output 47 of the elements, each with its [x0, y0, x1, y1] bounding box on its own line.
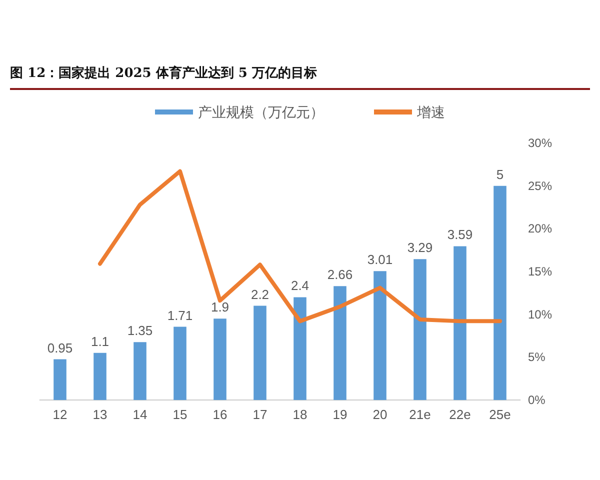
data-label: 0.95 [47, 340, 73, 356]
legend-label: 产业规模（万亿元） [198, 104, 324, 120]
x-tick-label: 22e [449, 407, 471, 422]
bar [454, 246, 466, 400]
data-label: 1.1 [90, 334, 110, 349]
bar [214, 318, 226, 400]
x-tick-label: 19 [332, 407, 348, 422]
y2-tick-label: 0% [528, 393, 546, 407]
x-tick-label: 21e [409, 407, 431, 422]
y2-tick-label: 25% [528, 178, 552, 193]
x-tick-label: 13 [92, 407, 108, 422]
bar [54, 359, 66, 400]
legend-label: 增速 [416, 104, 445, 120]
bar [374, 271, 386, 400]
bar [414, 259, 426, 400]
data-label: 1.71 [167, 308, 193, 323]
data-label: 2.66 [327, 267, 353, 282]
bar [94, 352, 106, 400]
bar [254, 306, 266, 400]
y2-tick-label: 10% [528, 307, 552, 322]
data-label: 1.9 [210, 300, 230, 315]
data-label: 5 [496, 166, 504, 182]
chart-title: 图 12：国家提出 2025 体育产业达到 5 万亿的目标 [10, 64, 590, 90]
bar [334, 286, 346, 400]
y2-tick-label: 5% [528, 350, 546, 364]
bar [134, 342, 146, 400]
x-tick-label: 16 [212, 407, 228, 422]
bar [294, 297, 306, 400]
data-label: 3.01 [367, 252, 393, 268]
x-tick-label: 15 [172, 407, 188, 422]
bar [174, 326, 186, 400]
y2-tick-label: 15% [528, 264, 552, 278]
y2-tick-label: 20% [528, 222, 552, 236]
y2-tick-label: 30% [528, 136, 552, 150]
data-label: 3.29 [407, 240, 433, 256]
data-label: 3.59 [447, 227, 473, 242]
x-tick-label: 14 [132, 407, 148, 422]
line-series [98, 169, 502, 324]
x-tick-label: 18 [292, 407, 308, 422]
x-tick-label: 17 [252, 407, 268, 422]
data-label: 2.4 [290, 278, 310, 294]
x-tick-label: 20 [372, 407, 388, 422]
data-label: 2.2 [250, 286, 270, 302]
bar [494, 186, 506, 400]
x-tick-label: 12 [52, 407, 68, 422]
x-tick-label: 25e [489, 407, 511, 422]
data-label: 1.35 [127, 323, 153, 338]
